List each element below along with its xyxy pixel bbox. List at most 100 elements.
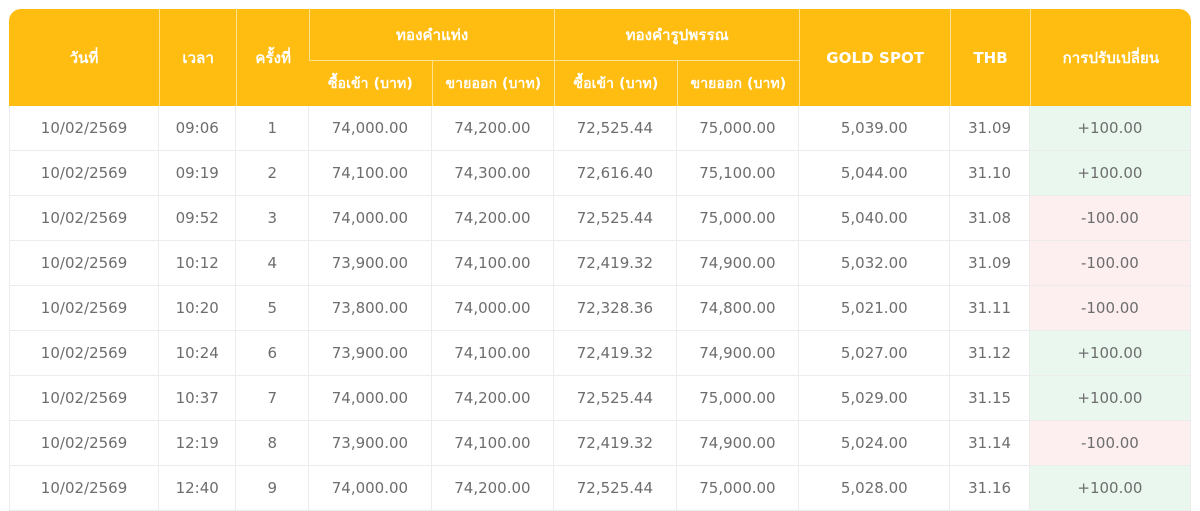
cell-time: 09:52 — [159, 196, 237, 241]
cell-gold-spot: 5,028.00 — [799, 466, 951, 511]
table-row: 10/02/2569 10:37 7 74,000.00 74,200.00 72,525… — [9, 376, 1191, 421]
column-header-change[interactable]: การปรับเปลี่ยน — [1029, 9, 1191, 106]
cell-time: 09:06 — [159, 106, 237, 151]
cell-time: 10:37 — [159, 376, 237, 421]
cell-bar-buy: 74,000.00 — [309, 106, 432, 151]
cell-round: 6 — [236, 331, 310, 376]
cell-ornament-sell: 75,000.00 — [676, 106, 800, 151]
cell-date: 10/02/2569 — [9, 151, 160, 196]
cell-gold-spot: 5,024.00 — [799, 421, 951, 466]
cell-gold-spot: 5,039.00 — [799, 106, 951, 151]
cell-date: 10/02/2569 — [9, 421, 160, 466]
cell-date: 10/02/2569 — [9, 331, 160, 376]
cell-thb: 31.16 — [950, 466, 1030, 511]
cell-ornament-sell: 74,900.00 — [676, 241, 800, 286]
column-header-bar-buy[interactable]: ซื้อเข้า (บาท) — [309, 61, 432, 106]
table-row: 10/02/2569 12:40 9 74,000.00 74,200.00 72,525… — [9, 466, 1191, 511]
cell-ornament-sell: 75,100.00 — [676, 151, 800, 196]
cell-ornament-buy: 72,525.44 — [554, 466, 677, 511]
column-header-round[interactable]: ครั้งที่ — [236, 9, 310, 106]
cell-gold-spot: 5,029.00 — [799, 376, 951, 421]
cell-bar-sell: 74,100.00 — [431, 421, 555, 466]
cell-change: -100.00 — [1029, 196, 1191, 241]
cell-thb: 31.08 — [950, 196, 1030, 241]
column-header-date[interactable]: วันที่ — [9, 9, 160, 106]
cell-ornament-buy: 72,525.44 — [554, 376, 677, 421]
column-group-header-gold-ornament: ทองคำรูปพรรณ — [554, 9, 800, 61]
cell-thb: 31.09 — [950, 106, 1030, 151]
cell-gold-spot: 5,044.00 — [799, 151, 951, 196]
gold-price-table-container: วันที่ เวลา ครั้งที่ ทองคำแท่ง ทองคำรูปพ… — [9, 9, 1191, 511]
cell-thb: 31.09 — [950, 241, 1030, 286]
cell-round: 5 — [236, 286, 310, 331]
cell-time: 10:20 — [159, 286, 237, 331]
cell-ornament-buy: 72,328.36 — [554, 286, 677, 331]
cell-change: +100.00 — [1029, 466, 1191, 511]
cell-thb: 31.10 — [950, 151, 1030, 196]
cell-round: 1 — [236, 106, 310, 151]
header-row-subcolumns: ซื้อเข้า (บาท) ขายออก (บาท) ซื้อเข้า (บา… — [9, 61, 1191, 106]
cell-round: 2 — [236, 151, 310, 196]
column-header-ornament-buy[interactable]: ซื้อเข้า (บาท) — [554, 61, 677, 106]
cell-bar-sell: 74,300.00 — [431, 151, 555, 196]
column-header-thb[interactable]: THB — [950, 9, 1030, 106]
column-header-ornament-sell[interactable]: ขายออก (บาท) — [676, 61, 800, 106]
table-row: 10/02/2569 09:19 2 74,100.00 74,300.00 72,616… — [9, 151, 1191, 196]
cell-bar-sell: 74,100.00 — [431, 241, 555, 286]
cell-ornament-sell: 74,900.00 — [676, 421, 800, 466]
cell-ornament-buy: 72,419.32 — [554, 331, 677, 376]
column-header-time[interactable]: เวลา — [159, 9, 237, 106]
cell-time: 10:12 — [159, 241, 237, 286]
table-row: 10/02/2569 10:20 5 73,800.00 74,000.00 72,328… — [9, 286, 1191, 331]
cell-time: 12:40 — [159, 466, 237, 511]
cell-date: 10/02/2569 — [9, 241, 160, 286]
cell-bar-buy: 73,900.00 — [309, 331, 432, 376]
cell-gold-spot: 5,027.00 — [799, 331, 951, 376]
cell-date: 10/02/2569 — [9, 376, 160, 421]
table-row: 10/02/2569 10:12 4 73,900.00 74,100.00 72,419… — [9, 241, 1191, 286]
cell-bar-sell: 74,200.00 — [431, 466, 555, 511]
cell-change: +100.00 — [1029, 376, 1191, 421]
cell-thb: 31.11 — [950, 286, 1030, 331]
cell-ornament-sell: 75,000.00 — [676, 376, 800, 421]
cell-ornament-buy: 72,419.32 — [554, 421, 677, 466]
cell-bar-sell: 74,200.00 — [431, 106, 555, 151]
cell-ornament-buy: 72,616.40 — [554, 151, 677, 196]
column-header-gold-spot[interactable]: GOLD SPOT — [799, 9, 951, 106]
cell-gold-spot: 5,040.00 — [799, 196, 951, 241]
cell-ornament-sell: 74,800.00 — [676, 286, 800, 331]
cell-bar-buy: 73,900.00 — [309, 241, 432, 286]
cell-date: 10/02/2569 — [9, 106, 160, 151]
cell-bar-buy: 74,000.00 — [309, 376, 432, 421]
cell-bar-sell: 74,200.00 — [431, 376, 555, 421]
cell-ornament-buy: 72,525.44 — [554, 106, 677, 151]
cell-bar-buy: 74,100.00 — [309, 151, 432, 196]
cell-change: +100.00 — [1029, 106, 1191, 151]
cell-round: 3 — [236, 196, 310, 241]
cell-change: -100.00 — [1029, 241, 1191, 286]
cell-date: 10/02/2569 — [9, 196, 160, 241]
cell-bar-sell: 74,200.00 — [431, 196, 555, 241]
header-row-groups: วันที่ เวลา ครั้งที่ ทองคำแท่ง ทองคำรูปพ… — [9, 9, 1191, 106]
gold-price-table: วันที่ เวลา ครั้งที่ ทองคำแท่ง ทองคำรูปพ… — [9, 9, 1191, 511]
cell-bar-buy: 74,000.00 — [309, 466, 432, 511]
cell-change: +100.00 — [1029, 331, 1191, 376]
table-row: 10/02/2569 10:24 6 73,900.00 74,100.00 72,419… — [9, 331, 1191, 376]
table-row: 10/02/2569 12:19 8 73,900.00 74,100.00 72,419… — [9, 421, 1191, 466]
cell-gold-spot: 5,021.00 — [799, 286, 951, 331]
cell-time: 09:19 — [159, 151, 237, 196]
cell-thb: 31.15 — [950, 376, 1030, 421]
cell-round: 9 — [236, 466, 310, 511]
table-header: วันที่ เวลา ครั้งที่ ทองคำแท่ง ทองคำรูปพ… — [9, 9, 1191, 106]
cell-time: 10:24 — [159, 331, 237, 376]
cell-ornament-sell: 74,900.00 — [676, 331, 800, 376]
cell-bar-buy: 73,800.00 — [309, 286, 432, 331]
table-row: 10/02/2569 09:52 3 74,000.00 74,200.00 72,525… — [9, 196, 1191, 241]
cell-ornament-buy: 72,419.32 — [554, 241, 677, 286]
cell-change: +100.00 — [1029, 151, 1191, 196]
cell-gold-spot: 5,032.00 — [799, 241, 951, 286]
column-header-bar-sell[interactable]: ขายออก (บาท) — [431, 61, 555, 106]
cell-bar-buy: 74,000.00 — [309, 196, 432, 241]
cell-change: -100.00 — [1029, 421, 1191, 466]
cell-date: 10/02/2569 — [9, 466, 160, 511]
